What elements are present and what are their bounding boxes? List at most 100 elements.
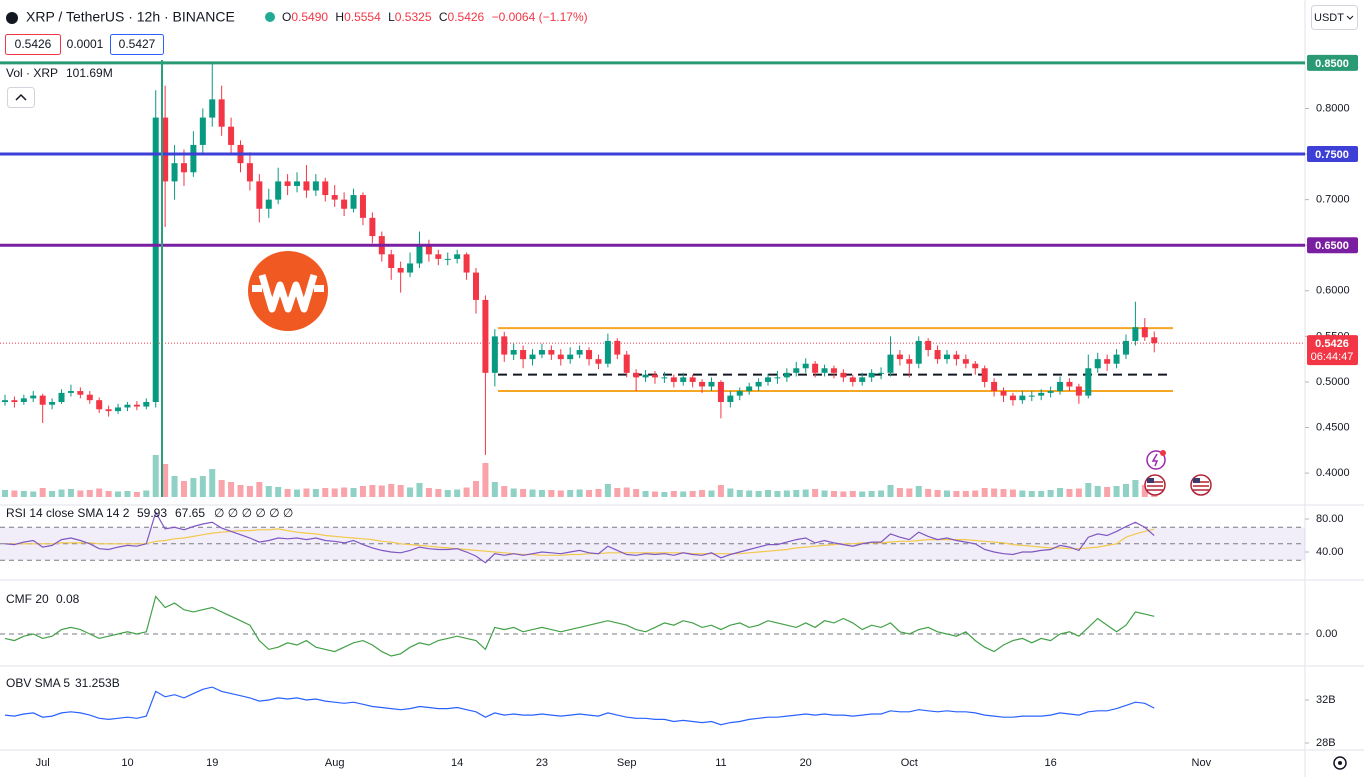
volume-bar <box>152 455 159 497</box>
candle-body <box>887 354 894 373</box>
volume-bar <box>397 485 404 497</box>
candle-body <box>407 263 414 273</box>
volume-bar <box>529 489 536 497</box>
volume-bar <box>435 489 442 497</box>
candle-body <box>953 354 960 360</box>
y-tick-label: 28B <box>1316 737 1336 749</box>
candle-body <box>454 254 461 259</box>
volume-bar <box>1009 489 1016 497</box>
candle-body <box>765 377 772 382</box>
volume-bar <box>133 492 140 497</box>
volume-bar <box>896 488 903 497</box>
volume-bar <box>378 485 385 497</box>
volume-bar <box>162 464 169 497</box>
candle-body <box>143 401 150 407</box>
candle-body <box>1113 354 1120 364</box>
candle-body <box>350 195 357 209</box>
candle-body <box>840 372 847 378</box>
candle-body <box>294 181 301 186</box>
candle-body <box>463 254 470 273</box>
volume-bar <box>689 491 696 497</box>
volume-bar <box>463 487 470 497</box>
collapse-button[interactable] <box>7 87 35 108</box>
volume-bar <box>284 489 291 497</box>
volume-bar <box>802 489 809 497</box>
candle-body <box>614 340 621 355</box>
candle-body <box>444 258 451 260</box>
volume-bar <box>39 488 46 497</box>
volume-bar <box>482 463 489 497</box>
candle-body <box>774 377 781 379</box>
currency: USDT <box>1314 12 1344 24</box>
candle-body <box>642 374 649 378</box>
x-tick-label: 23 <box>536 757 548 769</box>
candle-body <box>557 354 564 360</box>
candle-body <box>604 340 611 364</box>
candle-body <box>1151 337 1158 344</box>
volume-bar <box>171 476 178 497</box>
dropdown-icon <box>1346 15 1354 20</box>
x-tick-label: 10 <box>121 757 133 769</box>
volume-bar <box>586 490 593 497</box>
volume-bar <box>557 490 564 497</box>
candle-body <box>228 126 235 145</box>
candle-body <box>651 374 658 378</box>
volume-bar <box>934 490 941 497</box>
x-tick-label: Aug <box>325 757 345 769</box>
volume-bar <box>190 478 197 497</box>
symbol-icon <box>6 12 18 24</box>
ask: 0.5427 <box>119 37 156 51</box>
candle-body <box>435 254 442 259</box>
spread: 0.0001 <box>67 37 104 51</box>
volume-bar <box>105 491 112 497</box>
x-tick-label: 14 <box>451 757 463 769</box>
volume-bar <box>614 488 621 497</box>
volume-bar <box>228 482 235 497</box>
volume-bar <box>454 489 461 497</box>
symbol-title[interactable]: XRP / TetherUS · 12h · BINANCE <box>26 9 235 25</box>
candle-body <box>934 350 941 360</box>
x-tick-label: 19 <box>206 757 218 769</box>
candle-body <box>77 391 84 395</box>
market-status[interactable] <box>265 12 275 22</box>
y-tick-label: 0.00 <box>1316 628 1337 640</box>
volume-bar <box>755 491 762 497</box>
buy-button[interactable] <box>110 34 164 55</box>
candle-body <box>925 340 932 351</box>
candle-body <box>576 350 583 355</box>
last-price-label: 0.5426 <box>1315 338 1349 350</box>
volume-bar <box>209 469 216 497</box>
candle-body <box>595 359 602 364</box>
sell-button[interactable] <box>5 34 61 55</box>
currency-select[interactable] <box>1311 5 1358 30</box>
volume-bar <box>86 490 93 497</box>
volume-bar <box>849 491 856 497</box>
volume-bar <box>859 491 866 497</box>
candle-body <box>849 377 856 382</box>
cmf-line <box>4 595 1155 657</box>
event-icons[interactable] <box>1144 450 1212 496</box>
volume-bar <box>604 484 611 497</box>
volume-bar <box>981 488 988 497</box>
candle-body <box>878 372 885 374</box>
volume-bar <box>887 485 894 497</box>
settings-icon[interactable] <box>1333 756 1347 770</box>
volume-bar <box>962 491 969 497</box>
volume-bar <box>520 489 527 497</box>
volume-bar <box>717 485 724 497</box>
volume-bar <box>218 480 225 497</box>
candle-body <box>1104 359 1111 364</box>
y-tick-label: 0.7000 <box>1316 194 1350 206</box>
candle-body <box>115 407 122 412</box>
candle-body <box>1000 391 1007 396</box>
rsi-name: RSI 14 close SMA 14 2 <box>6 506 130 520</box>
volume-bar <box>1104 487 1111 497</box>
candle-body <box>972 363 979 369</box>
candle-body <box>510 350 517 355</box>
candle-body <box>868 372 875 378</box>
x-tick-label: Oct <box>901 757 918 769</box>
candle-body <box>670 377 677 382</box>
candle-body <box>746 386 753 392</box>
ohlc-key: C <box>439 10 448 24</box>
